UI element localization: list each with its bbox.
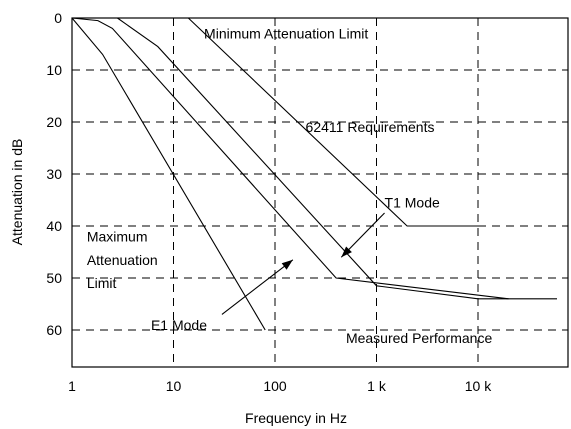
x-tick-label: 10 k	[465, 378, 492, 394]
annotation-max3: Limit	[87, 275, 117, 291]
series-line-max-limit	[71, 17, 266, 331]
y-tick-label: 10	[46, 62, 62, 78]
tick-labels: 1 10 100 1 k 10 k 0 10 20 30 40 50 60	[46, 10, 492, 394]
series-line-e1-mode	[71, 17, 509, 300]
series-line-min-limit	[187, 17, 478, 227]
series-line-t1-mode	[117, 17, 557, 300]
e1-arrow	[221, 259, 294, 315]
annotation-e1: E1 Mode	[151, 317, 207, 333]
annotation-min_limit: Minimum Attenuation Limit	[204, 26, 368, 42]
x-tick-label: 1	[68, 378, 76, 394]
plot-frame	[71, 17, 569, 368]
y-axis-title: Attenuation in dB	[9, 139, 25, 246]
annotation-req: 62411 Requirements	[306, 119, 435, 135]
y-tick-label: 60	[46, 322, 62, 338]
annotation-max1: Maximum	[87, 228, 148, 244]
x-tick-label: 10	[166, 378, 182, 394]
grid	[72, 18, 568, 367]
curves	[71, 17, 557, 331]
y-tick-label: 50	[46, 270, 62, 286]
e1-arrow-head	[281, 259, 293, 270]
y-tick-label: 0	[54, 10, 62, 26]
x-tick-label: 100	[263, 378, 287, 394]
y-tick-label: 30	[46, 166, 62, 182]
t1-arrow-head	[341, 246, 352, 258]
x-tick-label: 1 k	[367, 378, 387, 394]
annotation-max2: Attenuation	[87, 252, 158, 268]
annotation-t1: T1 Mode	[385, 195, 440, 211]
annotations: Minimum Attenuation Limit 62411 Requireme…	[87, 26, 493, 346]
arrows	[221, 212, 385, 315]
y-tick-label: 20	[46, 114, 62, 130]
annotation-measured: Measured Performance	[346, 330, 493, 346]
x-axis-title: Frequency in Hz	[245, 410, 347, 426]
y-tick-label: 40	[46, 218, 62, 234]
